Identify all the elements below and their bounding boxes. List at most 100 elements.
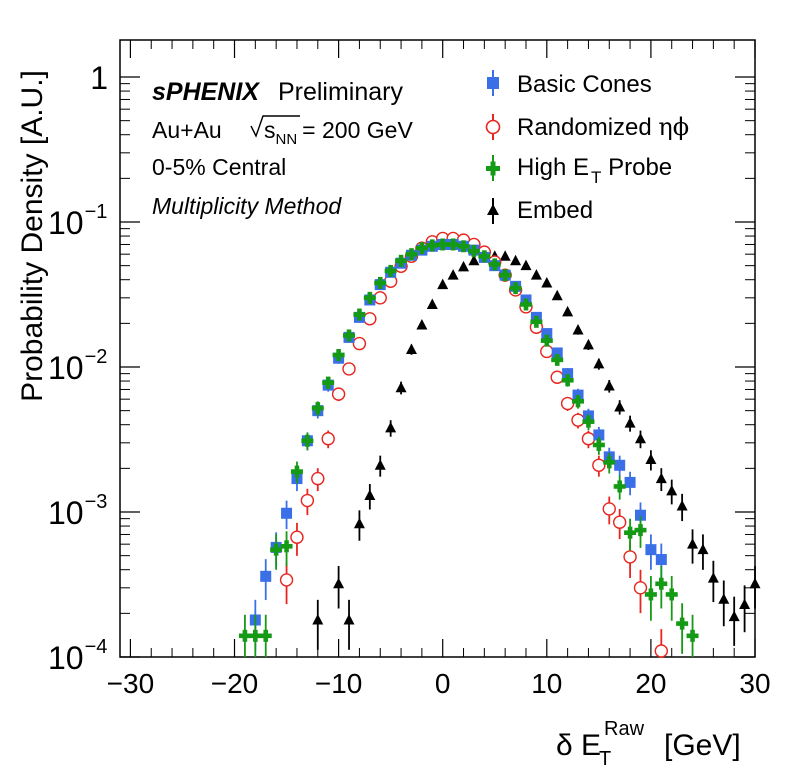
marker-cross-v [679, 617, 685, 630]
marker-square [634, 509, 646, 521]
x-axis-title: δ ET [556, 729, 611, 770]
data-point [612, 508, 627, 540]
marker-triangle [582, 338, 594, 350]
data-point [478, 250, 491, 263]
marker-cross-v [554, 353, 560, 366]
legend-label-randomized-text: Randomized [517, 114, 658, 141]
marker-cross-v [513, 282, 518, 295]
marker-cross-v [575, 395, 581, 408]
marker-triangle [437, 278, 449, 290]
marker-cross-v [502, 269, 508, 282]
marker-circle [581, 432, 596, 446]
data-point [634, 430, 646, 449]
axes: −30 −20 −10 0 10 20 30 1 10−1 10−2 10−3 10−4 [48, 40, 771, 699]
marker-cross-v [357, 308, 362, 321]
data-point [572, 323, 584, 335]
marker-triangle [707, 572, 719, 583]
marker-triangle [655, 472, 667, 484]
legend-label-high-et-text: High E [517, 154, 589, 181]
marker-square [541, 328, 553, 340]
data-point [550, 370, 564, 384]
marker-circle [592, 458, 606, 472]
marker-cross-v [419, 242, 425, 255]
y-tick-label: 10−1 [48, 201, 107, 241]
data-point [415, 242, 428, 255]
marker-cross-v [544, 334, 550, 347]
data-point [614, 400, 626, 415]
marker-triangle [603, 379, 615, 391]
marker-square [593, 429, 605, 441]
marker-circle [560, 396, 575, 411]
marker-triangle [718, 593, 730, 604]
marker-cross-v [565, 374, 570, 387]
marker-circle [363, 312, 377, 326]
data-point [718, 580, 730, 627]
data-point [686, 614, 699, 657]
y-tick-label: 10−3 [48, 491, 107, 531]
marker-triangle [541, 276, 553, 288]
data-point [426, 298, 438, 309]
system-label: Au+Au [152, 117, 222, 143]
data-point [499, 269, 512, 282]
marker-triangle [645, 453, 657, 465]
marker-cross-v [388, 264, 393, 277]
marker-triangle [499, 250, 511, 261]
data-point [467, 245, 480, 258]
data-point [322, 376, 335, 390]
data-point [281, 500, 293, 530]
data-point [270, 534, 283, 570]
marker-square [551, 347, 563, 359]
marker-triangle [447, 269, 459, 280]
data-point [331, 387, 346, 402]
data-point [560, 396, 575, 411]
data-point [739, 585, 751, 633]
marker-cross-v [315, 402, 321, 415]
marker-triangle [624, 417, 636, 428]
data-point [519, 298, 532, 311]
marker-cross-v [648, 588, 654, 601]
marker-triangle [312, 613, 324, 625]
marker-cross-v [284, 540, 289, 553]
data-point [676, 603, 689, 654]
data-point [405, 343, 417, 355]
data-point [644, 575, 657, 621]
legend-marker-circle [485, 119, 501, 135]
sqrt-energy-label: sNN = 200 GeV [264, 117, 413, 148]
marker-circle [602, 502, 616, 516]
marker-cross-v [617, 480, 622, 493]
marker-triangle [728, 610, 740, 622]
x-tick-label: −20 [211, 668, 259, 699]
series-high-e-t-probe [238, 238, 699, 657]
marker-cross-v [471, 245, 477, 258]
data-point [655, 566, 668, 609]
marker-triangle [405, 343, 417, 355]
x-axis-title-unit: [GeV] [664, 729, 741, 762]
data-point [363, 291, 376, 304]
data-point [363, 312, 377, 326]
data-point [530, 315, 543, 328]
marker-triangle [510, 254, 522, 266]
x-axis-title-main: δ E [556, 729, 601, 762]
data-point [426, 239, 439, 252]
marker-cross-v [242, 629, 248, 642]
marker-triangle [458, 260, 470, 272]
marker-cross-v [482, 250, 487, 263]
marker-triangle [687, 538, 699, 549]
marker-cross-v [638, 524, 643, 537]
data-point [551, 353, 564, 366]
marker-triangle [697, 543, 709, 555]
status-label: Preliminary [278, 78, 404, 106]
data-point [633, 569, 648, 614]
data-point [613, 475, 626, 500]
data-point [593, 357, 605, 370]
data-point [373, 291, 387, 305]
data-point [645, 534, 657, 570]
marker-triangle [739, 598, 751, 610]
marker-square [655, 554, 667, 566]
marker-square [614, 459, 626, 471]
data-point [321, 430, 335, 449]
marker-triangle [364, 489, 376, 500]
marker-cross-v [461, 240, 466, 253]
